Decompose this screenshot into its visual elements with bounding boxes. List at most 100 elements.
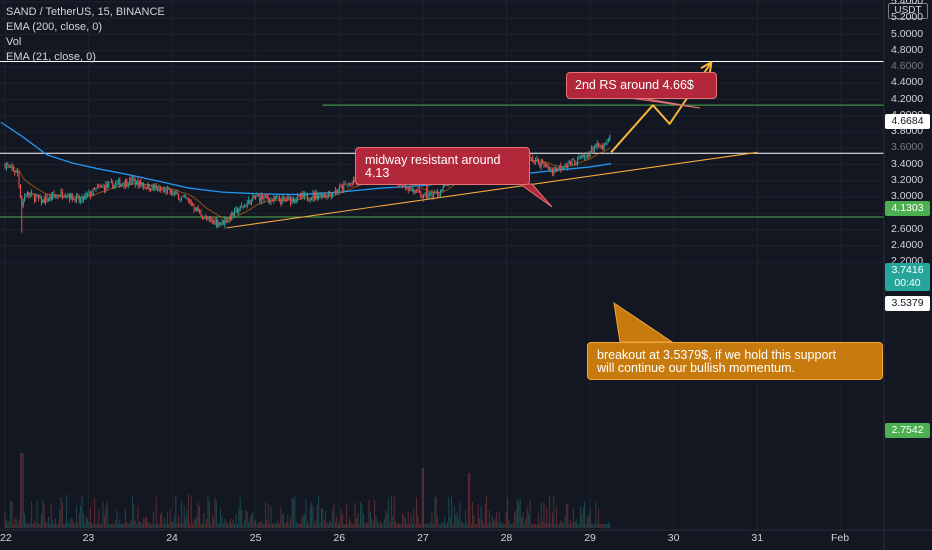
candle-body [402,185,404,187]
volume-bar [441,522,443,528]
candle-body [267,197,269,200]
volume-bar [372,521,374,528]
volume-bar [546,507,548,528]
candle-body [316,193,318,199]
volume-bar [241,510,243,528]
volume-bar [409,523,411,528]
date-tick-label: Feb [831,532,850,544]
volume-bar [166,511,168,528]
volume-bar [147,522,149,528]
legend-ema21[interactable]: EMA (21, close, 0) [6,51,96,63]
candle-body [229,216,231,220]
volume-bar [201,523,203,528]
candle-body [119,179,121,187]
current-price-tag[interactable]: 3.7416 00:40 [885,263,930,291]
candle-body [126,179,128,186]
volume-bar [133,504,135,528]
candle-body [291,198,293,204]
candle-body [227,220,229,223]
volume-bar [224,518,226,528]
volume-bar [344,523,346,528]
candle-body [602,145,604,151]
volume-bar [12,523,14,528]
candle-body [253,195,255,198]
volume-bar [257,523,259,528]
volume-bar [514,513,516,528]
candle-body [161,189,163,190]
candle-body [257,194,259,197]
volume-bar [165,523,167,528]
volume-bar [570,519,572,528]
candle-body [61,191,63,197]
level-tag-3538[interactable]: 3.5379 [885,296,930,311]
candle-body [147,183,149,189]
volume-bar [203,512,205,528]
rs2-callout[interactable]: 2nd RS around 4.66$ [566,72,717,99]
candle-body [276,198,278,200]
volume-bar [389,521,391,528]
volume-bar [424,523,426,528]
candle-body [193,205,195,210]
legend-symbol[interactable]: SAND / TetherUS, 15, BINANCE [6,6,165,18]
volume-bar [382,523,384,528]
volume-bar [63,523,65,528]
legend-volume[interactable]: Vol [6,36,22,48]
candle-body [144,186,146,188]
volume-bar [346,504,348,528]
volume-bar [393,496,395,528]
volume-bar [442,522,444,528]
volume-bar [182,523,184,528]
candle-body [245,205,247,207]
volume-bar [43,503,45,528]
volume-bar [505,511,507,528]
volume-bar [392,515,394,528]
date-tick-label: 31 [751,532,764,544]
volume-bar [589,508,591,528]
candle-body [232,212,234,216]
candle-body [332,193,334,197]
legend-ema200[interactable]: EMA (200, close, 0) [6,21,102,33]
candle-body [558,165,560,169]
candle-body [424,192,426,195]
candle-body [166,189,168,194]
candle-body [539,163,541,167]
level-tag-4130[interactable]: 4.1303 [885,201,930,216]
midway-callout[interactable]: midway resistant around 4.13 [355,147,530,185]
candle-body [427,196,429,198]
volume-bar [567,503,569,528]
candle-body [31,192,33,194]
currency-selector[interactable]: USDT [888,3,928,19]
volume-bar [357,513,359,528]
breakout-callout[interactable]: breakout at 3.5379$, if we hold this sup… [587,342,883,380]
candle-body [322,193,324,198]
volume-bar [406,523,408,528]
candle-body [214,220,216,225]
volume-bar [498,510,500,528]
candle-body [351,183,353,184]
volume-bar [215,500,217,528]
candle-body [39,196,41,199]
level-tag-2754[interactable]: 2.7542 [885,423,930,438]
volume-bar [21,453,23,528]
volume-bar [18,519,20,528]
candle-body [80,199,82,202]
volume-bar [311,502,313,528]
volume-bar [539,523,541,528]
level-tag-4668[interactable]: 4.6684 [885,114,930,129]
volume-bar [130,520,132,528]
volume-bar [500,522,502,528]
volume-bar [306,521,308,528]
candle-body [59,196,61,198]
trendline-group [226,151,758,229]
candle-body [283,197,285,199]
volume-bar [337,523,339,528]
volume-bar [264,502,266,528]
volume-bar [25,522,27,528]
volume-bar [532,523,534,528]
volume-bar [271,523,273,528]
volume-bar [488,510,490,528]
candle-body [155,186,157,189]
volume-bar [572,507,574,528]
volume-bar [32,523,34,528]
